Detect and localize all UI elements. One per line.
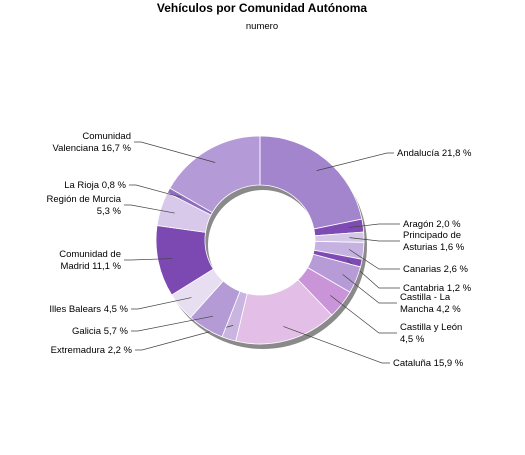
label-castilla-y-leon-line-2: 4,5 % — [400, 334, 425, 345]
label-la-rioja-line-1: La Rioja 0,8 % — [64, 180, 126, 191]
label-aragon-line-1: Aragón 2,0 % — [403, 219, 461, 230]
leader-line-castilla-y-leon — [330, 295, 397, 334]
label-region-de-murcia-line-2: 5,3 % — [97, 206, 122, 217]
label-comunidad-de-madrid-line-1: Comunidad de — [59, 249, 121, 260]
leader-line-comunidad-valenciana — [134, 141, 216, 163]
label-illes-balears: Illes Balears 4,5 % — [49, 304, 128, 315]
leader-line-comunidad-de-madrid — [124, 258, 173, 261]
label-principado-de-asturias-line-1: Principado de — [403, 230, 461, 241]
slice-andalucia[interactable] — [259, 135, 363, 230]
leader-line-principado-de-asturias — [349, 237, 400, 242]
label-aragon: Aragón 2,0 % — [403, 219, 461, 230]
label-andalucia-line-1: Andalucía 21,8 % — [397, 148, 472, 159]
label-cataluna-line-1: Cataluña 15,9 % — [393, 358, 464, 369]
label-galicia-line-1: Galicia 5,7 % — [72, 326, 129, 337]
label-cantabria-line-1: Cantabria 1,2 % — [403, 283, 472, 294]
label-galicia: Galicia 5,7 % — [72, 326, 129, 337]
leader-line-galicia — [131, 315, 214, 332]
label-castilla-la-mancha-line-1: Castilla - La — [400, 292, 451, 303]
label-comunidad-de-madrid-line-2: Madrid 11,1 % — [60, 261, 121, 272]
label-comunidad-valenciana-line-2: Valenciana 16,7 % — [52, 143, 131, 154]
label-cantabria: Cantabria 1,2 % — [403, 283, 472, 294]
label-canarias-line-1: Canarias 2,6 % — [403, 264, 469, 275]
label-extremadura-line-1: Extremadura 2,2 % — [51, 345, 133, 356]
label-comunidad-valenciana-line-1: Comunidad — [82, 131, 131, 142]
chart-subtitle: numero — [246, 21, 278, 32]
label-cataluna: Cataluña 15,9 % — [393, 358, 464, 369]
leader-line-aragon — [348, 223, 400, 228]
label-andalucia: Andalucía 21,8 % — [397, 148, 472, 159]
leader-line-canarias — [348, 249, 400, 270]
leader-line-illes-balears — [131, 297, 192, 310]
leader-line-extremadura — [135, 325, 234, 351]
leader-line-la-rioja — [129, 184, 182, 198]
label-region-de-murcia-line-1: Región de Murcia — [47, 194, 122, 205]
label-la-rioja: La Rioja 0,8 % — [64, 180, 126, 191]
label-extremadura: Extremadura 2,2 % — [51, 345, 133, 356]
label-castilla-la-mancha-line-2: Mancha 4,2 % — [400, 304, 461, 315]
label-principado-de-asturias-line-2: Asturias 1,6 % — [403, 242, 465, 253]
leader-line-cataluna — [283, 326, 390, 364]
label-illes-balears-line-1: Illes Balears 4,5 % — [49, 304, 128, 315]
label-castilla-y-leon-line-1: Castilla y León — [400, 322, 462, 333]
leader-line-region-de-murcia — [124, 204, 175, 214]
label-canarias: Canarias 2,6 % — [403, 264, 469, 275]
chart-title: Vehículos por Comunidad Autónoma — [157, 1, 368, 15]
leader-line-castilla-la-mancha — [342, 274, 397, 304]
leader-line-andalucia — [316, 152, 394, 171]
